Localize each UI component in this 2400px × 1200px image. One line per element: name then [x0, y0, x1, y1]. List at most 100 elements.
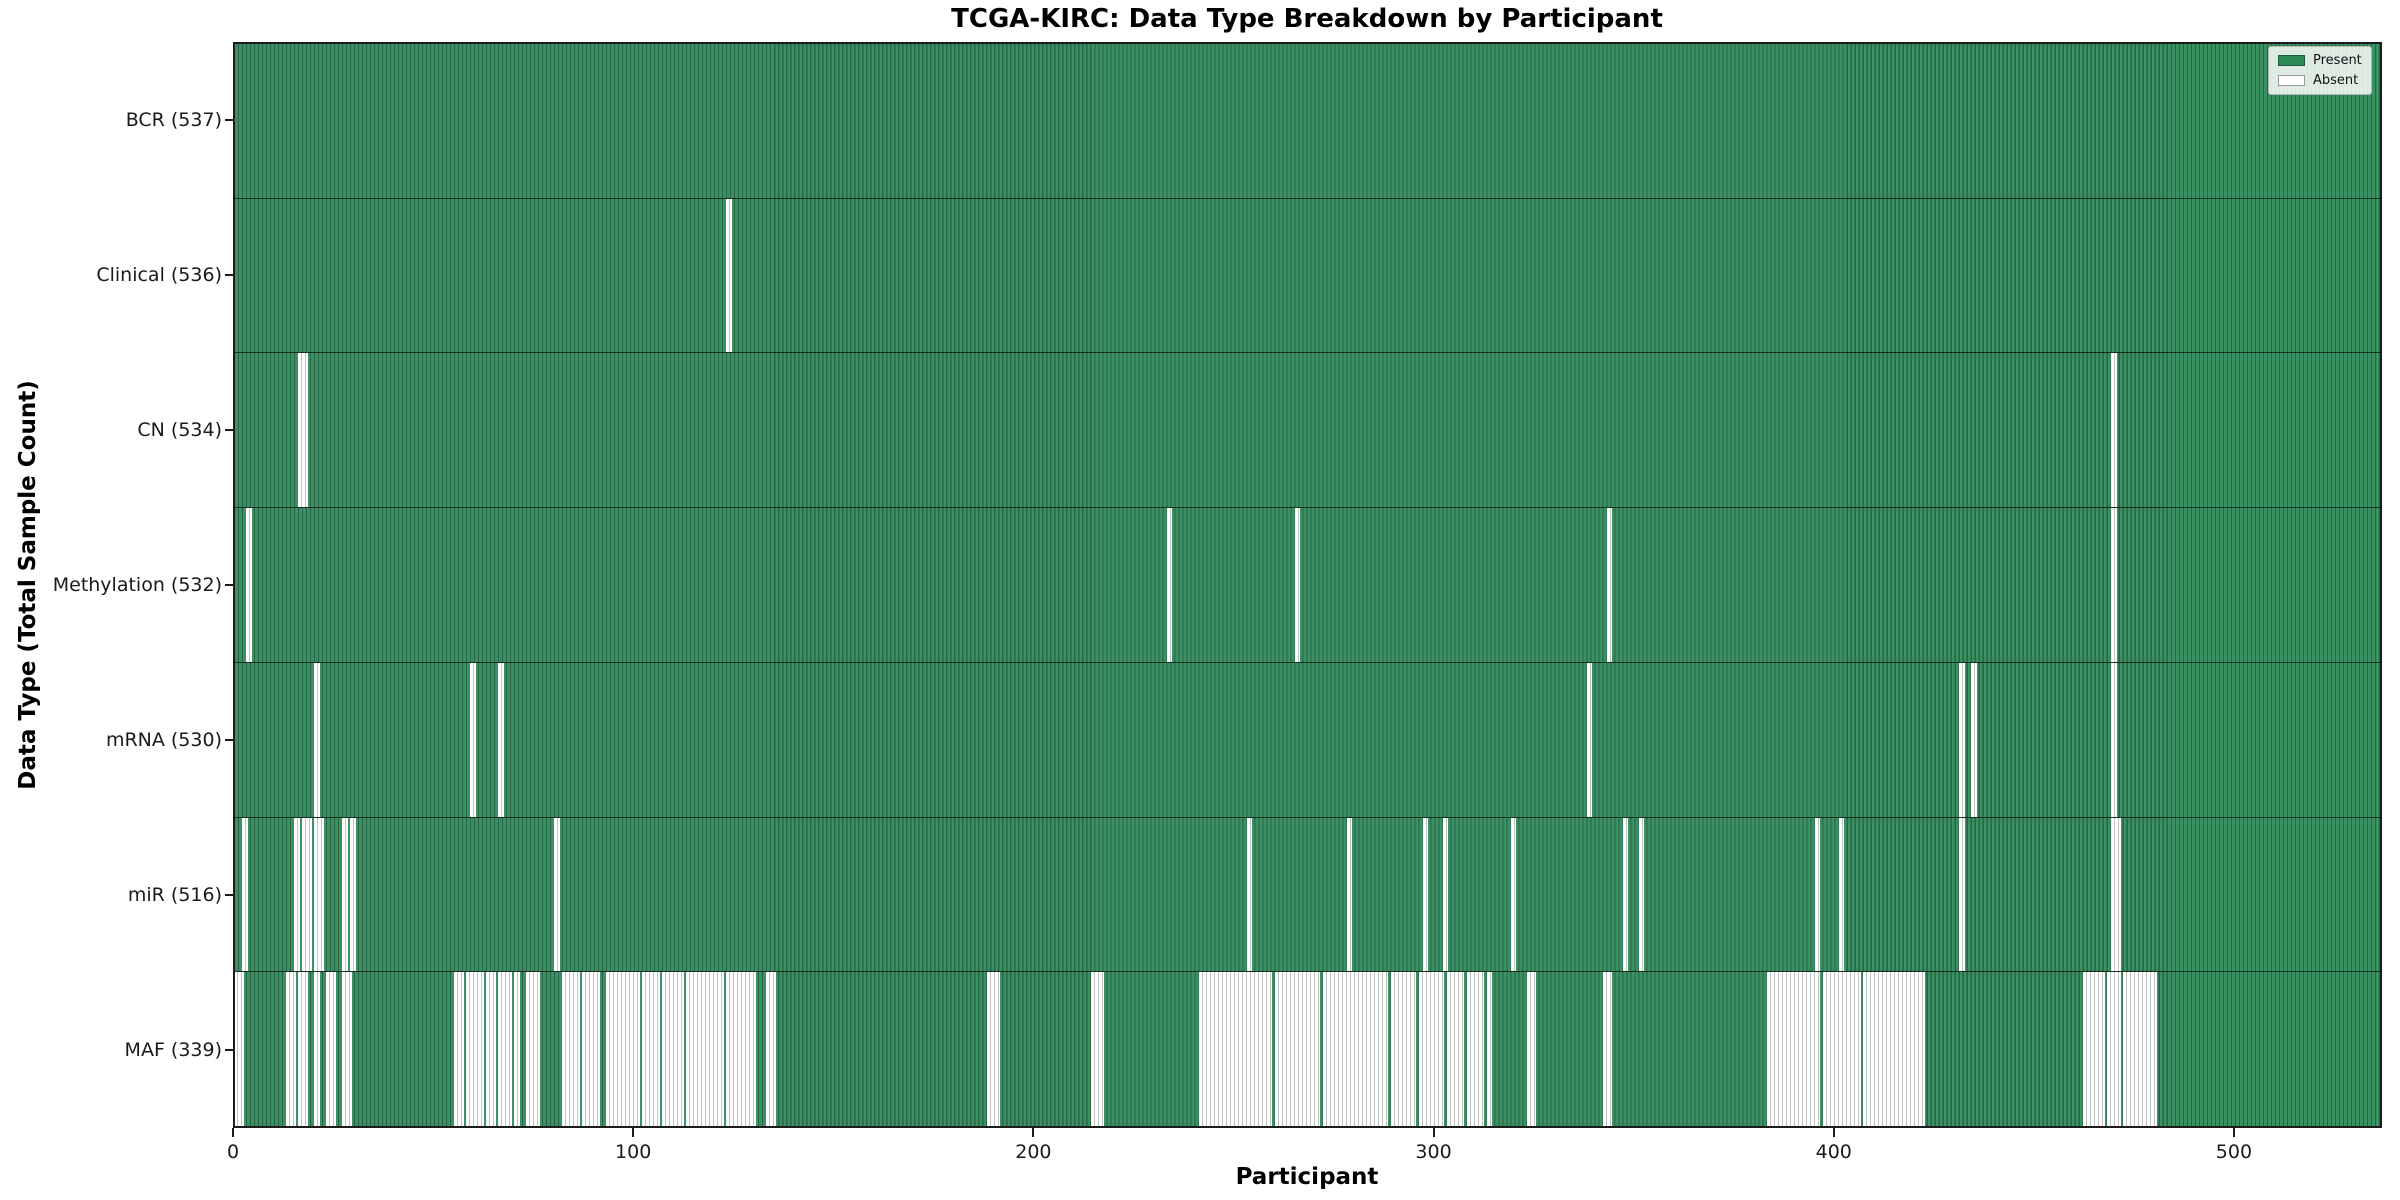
absent-stripe [1466, 972, 1485, 1127]
absent-stripe [242, 817, 248, 972]
ytick-mark [225, 273, 233, 276]
row-mir [235, 817, 2380, 973]
absent-stripe [1446, 972, 1465, 1127]
absent-stripe [1586, 662, 1593, 817]
absent-stripe [726, 198, 732, 353]
absent-stripe [554, 817, 560, 972]
absent-stripe [1274, 972, 1321, 1127]
legend-swatch-present [2278, 55, 2305, 66]
row-clinical [235, 198, 2380, 354]
ytick-label-methylation: Methylation (532) [52, 574, 222, 596]
absent-stripe [1526, 972, 1537, 1127]
legend-label: Absent [2313, 73, 2359, 88]
absent-stripe [1814, 817, 1821, 972]
absent-stripe [314, 817, 324, 972]
absent-stripe [726, 972, 756, 1127]
xtick-mark [232, 1128, 234, 1137]
absent-stripe [2107, 972, 2121, 1127]
absent-stripe [1838, 817, 1845, 972]
absent-stripe [1602, 972, 1613, 1127]
absent-stripe [1198, 972, 1273, 1127]
absent-stripe [1959, 817, 1965, 972]
absent-stripe [2111, 353, 2117, 508]
absent-stripe [2111, 508, 2117, 662]
legend: Present Absent [2268, 46, 2372, 95]
absent-stripe [1486, 972, 1493, 1127]
plot-area [233, 42, 2382, 1128]
absent-stripe [642, 972, 660, 1127]
chart-title: TCGA-KIRC: Data Type Breakdown by Partic… [951, 4, 1663, 34]
absent-stripe [1422, 817, 1429, 972]
ytick-mark [225, 894, 233, 897]
ytick-mark [225, 118, 233, 121]
ytick-label-bcr: BCR (537) [125, 108, 222, 131]
row-methylation [235, 508, 2380, 663]
absent-stripe [1971, 662, 1977, 817]
absent-stripe [2083, 972, 2105, 1127]
xtick-label-400: 400 [1815, 1141, 1852, 1163]
row-maf [235, 972, 2380, 1127]
absent-stripe [486, 972, 496, 1127]
absent-stripe [314, 972, 320, 1127]
ytick-mark [225, 739, 233, 742]
xtick-label-300: 300 [1415, 1141, 1452, 1163]
absent-stripe [302, 817, 312, 972]
xtick-label-200: 200 [1015, 1141, 1052, 1163]
absent-stripe [342, 817, 348, 972]
legend-swatch-absent [2278, 75, 2305, 86]
absent-stripe [1863, 972, 1925, 1127]
ytick-label-clinical: Clinical (536) [96, 263, 222, 286]
absent-stripe [298, 353, 308, 508]
absent-stripe [766, 972, 776, 1127]
absent-stripe [286, 972, 296, 1127]
legend-item-present: Present [2278, 53, 2362, 68]
absent-stripe [1442, 817, 1449, 972]
absent-stripe [2123, 972, 2157, 1127]
absent-stripe [986, 972, 1001, 1127]
absent-stripe [235, 972, 244, 1127]
absent-stripe [1510, 817, 1517, 972]
absent-stripe [1606, 508, 1613, 662]
absent-stripe [342, 972, 352, 1127]
ytick-mark [225, 584, 233, 586]
xtick-label-100: 100 [615, 1141, 652, 1163]
ytick-label-maf: MAF (339) [124, 1039, 222, 1062]
legend-item-absent: Absent [2278, 73, 2362, 88]
absent-stripe [454, 972, 464, 1127]
absent-stripe [1766, 972, 1821, 1127]
absent-stripe [1622, 817, 1629, 972]
absent-stripe [2111, 817, 2121, 972]
xtick-mark [1032, 1128, 1035, 1137]
absent-stripe [582, 972, 600, 1127]
absent-stripe [606, 972, 640, 1127]
absent-stripe [1959, 662, 1965, 817]
absent-stripe [1638, 817, 1645, 972]
absent-stripe [1822, 972, 1861, 1127]
xtick-mark [1432, 1128, 1435, 1137]
absent-stripe [1322, 972, 1389, 1127]
xtick-mark [1832, 1128, 1835, 1137]
absent-stripe [498, 662, 504, 817]
absent-stripe [1166, 508, 1173, 662]
absent-stripe [1246, 817, 1253, 972]
absent-stripe [466, 972, 484, 1127]
absent-stripe [1346, 817, 1353, 972]
absent-stripe [1418, 972, 1445, 1127]
ytick-label-mrna: mRNA (530) [105, 729, 222, 752]
row-bcr [235, 44, 2380, 199]
absent-stripe [498, 972, 512, 1127]
x-axis-label: Participant [1235, 1164, 1379, 1190]
ytick-mark [225, 428, 233, 431]
legend-label: Present [2313, 53, 2362, 68]
row-cn [235, 353, 2380, 509]
ytick-mark [225, 1049, 233, 1052]
absent-stripe [246, 508, 252, 662]
row-mrna [235, 662, 2380, 818]
absent-stripe [686, 972, 724, 1127]
ytick-label-cn: CN (534) [137, 418, 222, 441]
xtick-mark [2232, 1128, 2235, 1137]
absent-stripe [526, 972, 540, 1127]
absent-stripe [1390, 972, 1417, 1127]
xtick-label-500: 500 [2215, 1141, 2253, 1163]
absent-stripe [1294, 508, 1301, 662]
